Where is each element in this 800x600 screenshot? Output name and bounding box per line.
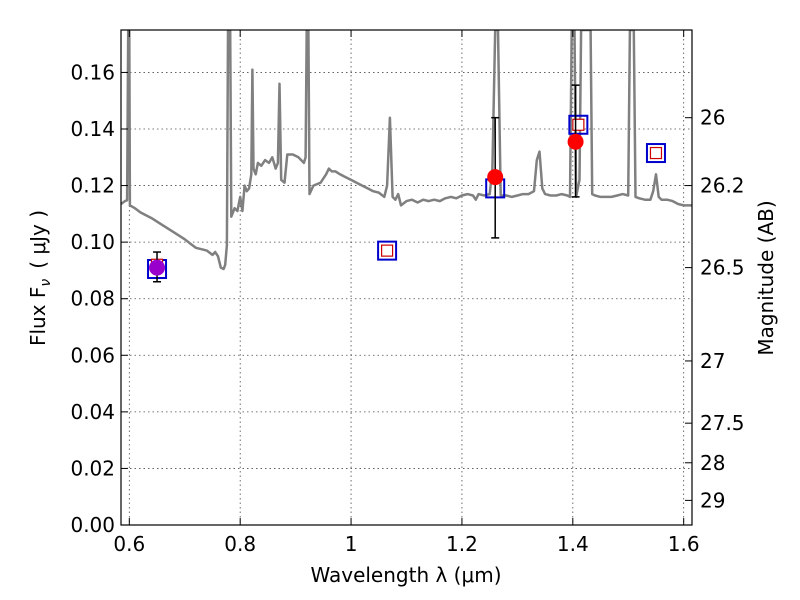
model-box-marker xyxy=(645,143,666,164)
model-inner-marker xyxy=(649,146,663,160)
x-tick-label: 1.2 xyxy=(446,532,478,556)
y-tick-label: 0.14 xyxy=(70,117,115,141)
y-tick-label: 0.06 xyxy=(70,343,115,367)
y-axis-label-main: Flux F xyxy=(26,287,50,346)
y2-axis-label: Magnitude (AB) xyxy=(754,200,778,355)
model-box-marker xyxy=(568,114,589,135)
y-tick-label: 0.10 xyxy=(70,230,115,254)
x-tick-label: 1.4 xyxy=(557,532,589,556)
y-axis-label: Flux Fν ( μJy ) xyxy=(26,210,54,346)
measured-point xyxy=(487,169,504,186)
y-tick-label: 0.12 xyxy=(70,174,115,198)
y-tick-label: 0.04 xyxy=(70,400,115,424)
plot-frame xyxy=(120,29,693,526)
y-tick-label: 0.16 xyxy=(70,60,115,84)
y-tick-label: 0.00 xyxy=(70,513,115,537)
measured-point xyxy=(149,259,166,276)
y2-axis-label-group: Magnitude (AB) xyxy=(754,200,778,355)
grid xyxy=(121,30,692,526)
x-tick-label: 0.8 xyxy=(224,532,256,556)
x-tick-label: 1 xyxy=(345,532,358,556)
y-tick-label: 0.02 xyxy=(70,456,115,480)
y-axis-label-sub: ν xyxy=(38,279,54,287)
y-axis-label-group: Flux Fν ( μJy ) xyxy=(26,210,54,346)
y2-tick-label: 28 xyxy=(700,451,725,475)
y2-tick-label: 26 xyxy=(700,106,725,130)
spectrum-line xyxy=(121,30,692,271)
x-tick-label: 0.6 xyxy=(113,532,145,556)
model-inner-marker xyxy=(380,244,394,257)
y-axis-label-unit: ( μJy ) xyxy=(26,210,50,269)
x-tick-label: 1.6 xyxy=(668,532,700,556)
model-inner-marker xyxy=(572,118,585,131)
y2-tick-label: 26.2 xyxy=(700,174,745,198)
y2-tick-label: 29 xyxy=(700,488,725,512)
plot-content xyxy=(121,30,692,283)
y2-tick-label: 27 xyxy=(700,349,725,373)
y2-tick-label: 26.5 xyxy=(700,256,745,280)
model-box-marker xyxy=(377,240,398,261)
y-tick-label: 0.08 xyxy=(70,287,115,311)
y2-tick-label: 27.5 xyxy=(700,411,745,435)
ticks: 0.6 0.8 1 1.2 1.4 1.6 0.00 0.02 0.04 0.06 0.08 0.10… xyxy=(70,30,745,556)
x-axis-label: Wavelength λ (μm) xyxy=(310,563,501,587)
measured-point xyxy=(567,133,584,150)
